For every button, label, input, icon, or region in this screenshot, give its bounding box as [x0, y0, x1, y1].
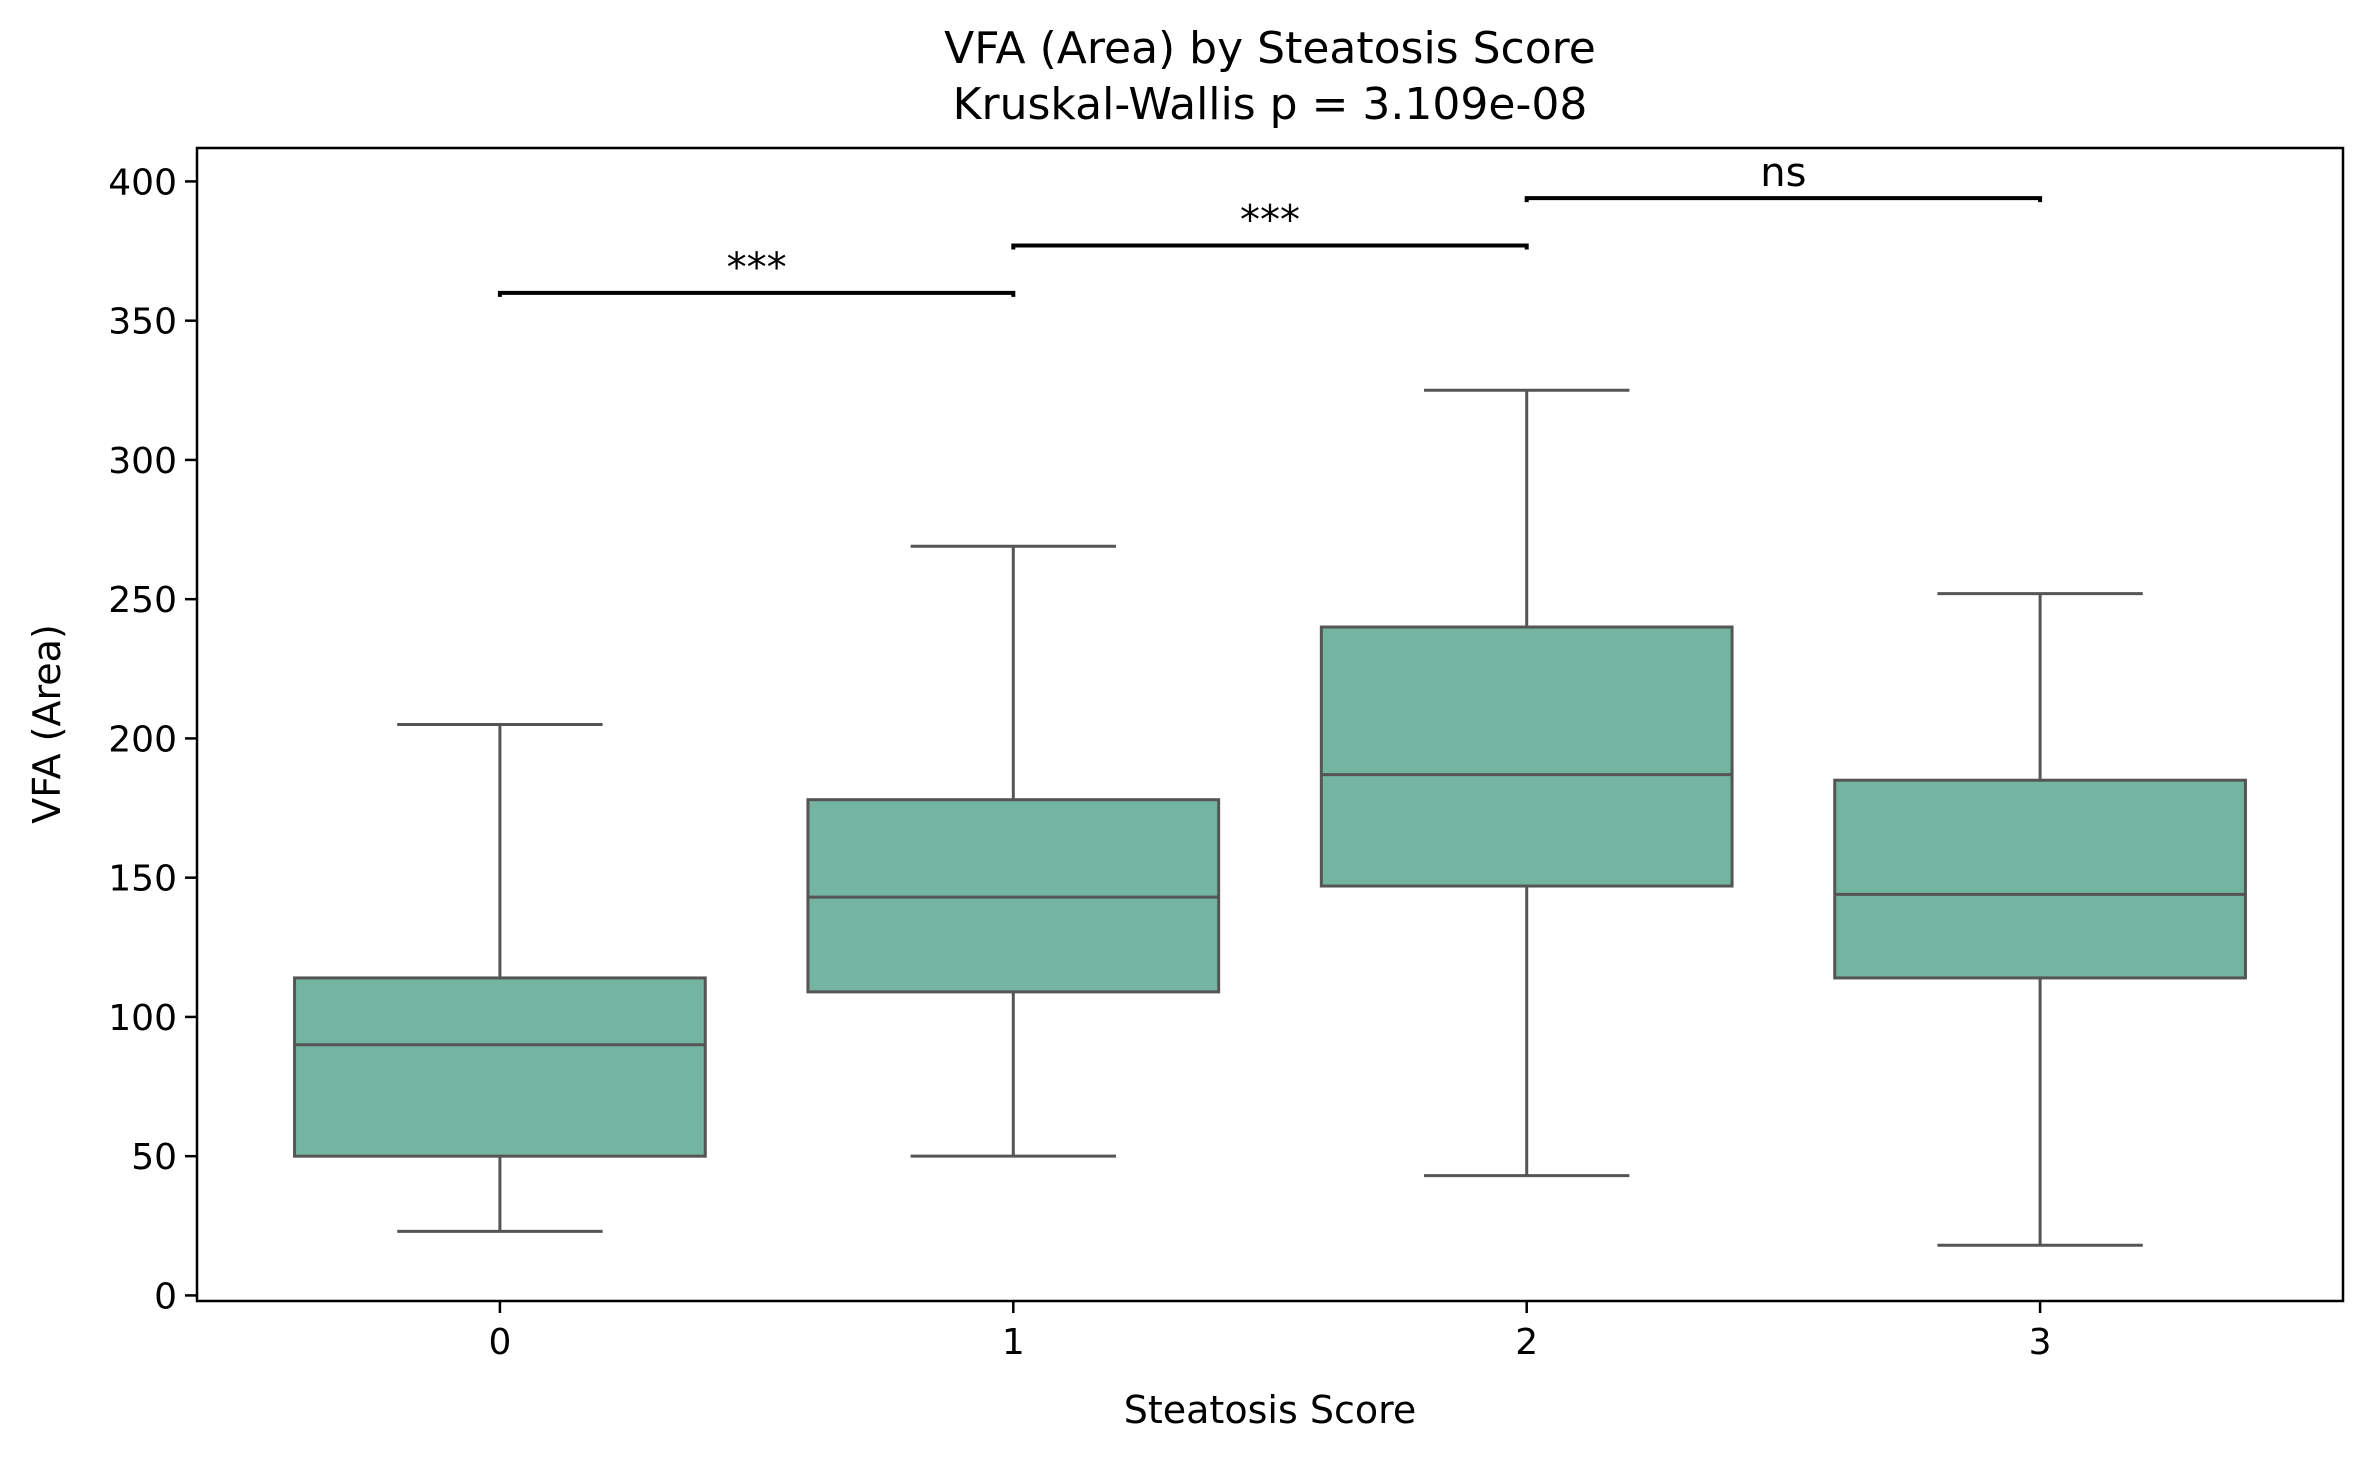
y-tick-label: 250 — [108, 580, 177, 621]
y-tick-label: 50 — [131, 1137, 177, 1178]
significance-label: *** — [727, 245, 787, 291]
chart-title: VFA (Area) by Steatosis Score — [944, 23, 1596, 74]
y-axis-label: VFA (Area) — [25, 624, 69, 824]
y-tick-label: 100 — [108, 998, 177, 1039]
significance-bracket — [497, 290, 1016, 297]
x-tick-label: 3 — [2029, 1322, 2052, 1363]
x-tick-label: 1 — [1002, 1322, 1025, 1363]
y-tick-label: 400 — [108, 162, 177, 203]
y-tick-label: 150 — [108, 859, 177, 900]
x-axis-label: Steatosis Score — [1124, 1388, 1417, 1432]
significance-bracket — [1011, 243, 1529, 250]
plot-frame — [195, 146, 2345, 1303]
y-tick-label: 300 — [108, 441, 177, 482]
significance-bracket — [1524, 196, 2043, 203]
y-tick-label: 0 — [154, 1276, 177, 1317]
box-iqr-2 — [1319, 625, 1734, 888]
box-iqr-3 — [1833, 778, 2247, 980]
chart-subtitle: Kruskal-Wallis p = 3.109e-08 — [953, 79, 1588, 130]
x-tick-label: 0 — [488, 1322, 511, 1363]
plot-area: 0 50 100 150 200 250 300 350 400 0 1 2 3 *** *** ns — [108, 150, 2247, 1363]
y-tick-label: 200 — [108, 719, 177, 760]
significance-label: ns — [1760, 150, 1806, 196]
y-tick-label: 350 — [108, 302, 177, 343]
box-iqr-0 — [293, 976, 707, 1158]
significance-label: *** — [1240, 197, 1300, 243]
x-tick-label: 2 — [1515, 1322, 1538, 1363]
